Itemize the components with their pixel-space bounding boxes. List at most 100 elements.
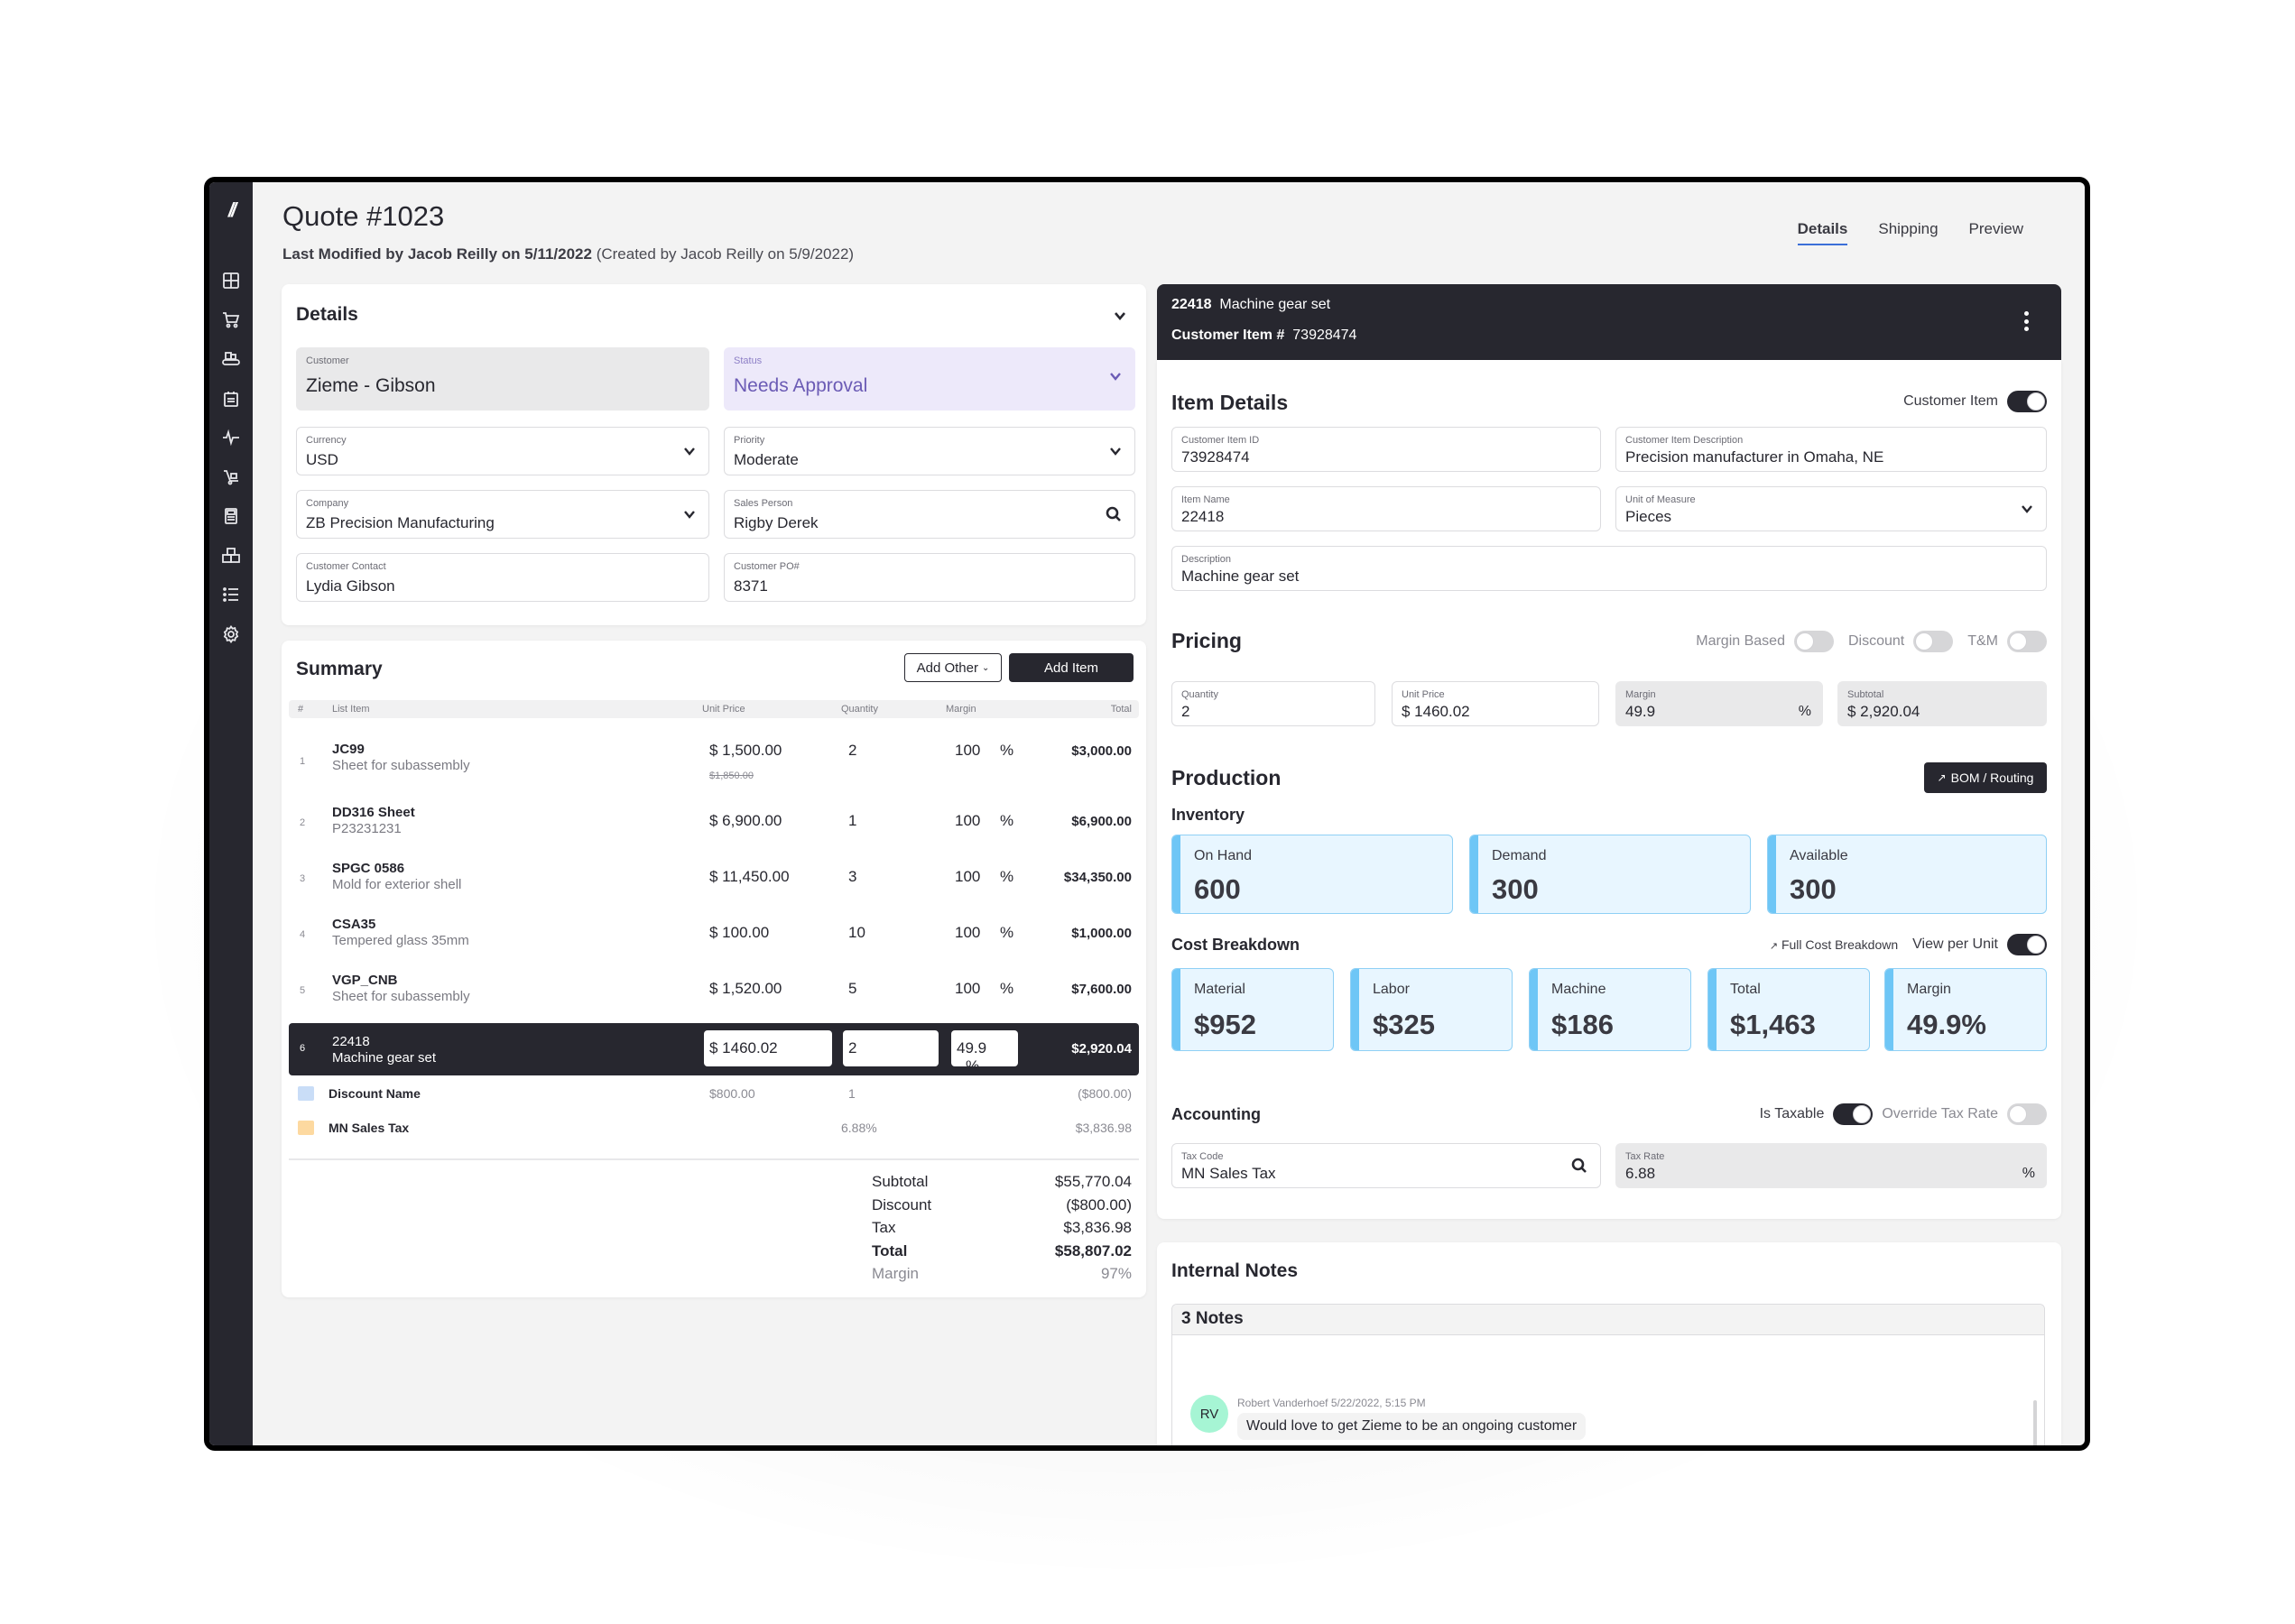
table-row[interactable]: 4 CSA35 Tempered glass 35mm $ 100.00 10 … xyxy=(289,915,1139,958)
row-margin-pct: % xyxy=(1000,980,1014,997)
company-select[interactable]: Company ZB Precision Manufacturing xyxy=(296,490,709,539)
row-unit-price: $ 100.00 xyxy=(709,924,770,941)
override-tax-toggle[interactable] xyxy=(2007,1103,2047,1125)
chevron-down-icon xyxy=(1109,370,1122,383)
margin-label: Margin xyxy=(872,1265,919,1282)
row-index: 3 xyxy=(300,873,306,884)
margin-total-row: Margin 97% xyxy=(872,1265,1132,1288)
currency-select[interactable]: Currency USD xyxy=(296,427,709,475)
priority-select[interactable]: Priority Moderate xyxy=(724,427,1135,475)
bom-routing-button[interactable]: ↗ BOM / Routing xyxy=(1924,762,2047,793)
tab-preview[interactable]: Preview xyxy=(1968,220,2023,237)
external-link-icon: ↗ xyxy=(1769,941,1779,952)
table-row[interactable]: 2 DD316 Sheet P23231231 $ 6,900.00 1 100… xyxy=(289,803,1139,846)
customer-item-id-value: 73928474 xyxy=(1181,448,1250,466)
tax-rate: 6.88% xyxy=(841,1121,877,1135)
row-unit-price-input[interactable]: $ 1460.02 xyxy=(704,1030,832,1066)
tm-toggle[interactable] xyxy=(2007,631,2047,652)
chevron-down-icon: ⌄ xyxy=(981,662,990,673)
calculator-icon[interactable] xyxy=(221,506,241,526)
customer-contact-field[interactable]: Customer Contact Lydia Gibson xyxy=(296,553,709,602)
view-per-unit-label: View per Unit xyxy=(1912,937,1998,952)
discount-toggle[interactable] xyxy=(1913,631,1954,652)
cart-icon[interactable] xyxy=(221,310,241,330)
customer-item-toggle[interactable] xyxy=(2007,391,2047,412)
is-taxable-toggle[interactable] xyxy=(1833,1103,1874,1125)
tab-details[interactable]: Details xyxy=(1797,220,1848,245)
accounting-toggles: Is Taxable Override Tax Rate xyxy=(1760,1103,2047,1125)
search-icon[interactable] xyxy=(1106,506,1122,522)
table-row-selected[interactable]: 6 22418 Machine gear set $ 1460.02 2 49.… xyxy=(289,1023,1139,1075)
app-logo[interactable]: // xyxy=(227,198,236,221)
calendar-icon[interactable] xyxy=(221,389,241,409)
unit-of-measure-select[interactable]: Unit of Measure Pieces xyxy=(1615,486,2047,531)
discount-qty: 1 xyxy=(848,1086,856,1101)
row-item-desc: P23231231 xyxy=(332,821,402,836)
stat-label: Margin xyxy=(1907,982,1951,997)
row-index: 1 xyxy=(300,756,306,767)
cost-breakdown-controls: ↗ Full Cost Breakdown View per Unit xyxy=(1770,934,2047,955)
margin-based-toggle[interactable] xyxy=(1793,631,1834,652)
table-row[interactable]: 3 SPGC 0586 Mold for exterior shell $ 11… xyxy=(289,859,1139,902)
main-content: Quote #1023 Last Modified by Jacob Reill… xyxy=(253,182,2085,1445)
search-icon[interactable] xyxy=(1571,1158,1587,1174)
stat-value: 600 xyxy=(1194,873,1241,905)
status-select[interactable]: Status Needs Approval xyxy=(724,347,1135,411)
row-quantity: 2 xyxy=(848,742,857,759)
customer-field[interactable]: Customer Zieme - Gibson xyxy=(296,347,709,411)
item-card: Item Details Customer Item Customer Item… xyxy=(1157,360,2061,1219)
cost-margin: Margin 49.9% xyxy=(1884,968,2047,1051)
row-index: 4 xyxy=(300,929,306,940)
customer-item-description-field[interactable]: Customer Item Description Precision manu… xyxy=(1615,427,2047,472)
row-margin: 100 xyxy=(955,742,981,759)
description-field[interactable]: Description Machine gear set xyxy=(1171,546,2047,591)
customer-po-field[interactable]: Customer PO# 8371 xyxy=(724,553,1135,602)
stat-label: Demand xyxy=(1492,848,1547,863)
tax-total: $3,836.98 xyxy=(1075,1121,1132,1135)
tm-toggle-label: T&M xyxy=(1967,633,1998,649)
row-original-price: $1,850.00 xyxy=(709,770,754,781)
row-margin: 100 xyxy=(955,812,981,829)
tax-row[interactable]: MN Sales Tax 6.88% $3,836.98 xyxy=(289,1119,1139,1139)
row-quantity-input[interactable]: 2 xyxy=(843,1030,939,1066)
more-options-icon[interactable] xyxy=(2023,311,2029,331)
tab-shipping[interactable]: Shipping xyxy=(1878,220,1939,237)
boxes-icon[interactable] xyxy=(221,546,241,566)
row-total: $1,000.00 xyxy=(1071,926,1132,941)
full-cost-breakdown-link[interactable]: ↗ Full Cost Breakdown xyxy=(1770,937,1898,952)
company-label: Company xyxy=(306,498,349,509)
internal-notes-card: Internal Notes 3 Notes RV Robert Vanderh… xyxy=(1157,1242,2061,1445)
list-icon[interactable] xyxy=(221,585,241,604)
unit-price-field[interactable]: Unit Price $ 1460.02 xyxy=(1392,681,1599,726)
customer-item-id-field[interactable]: Customer Item ID 73928474 xyxy=(1171,427,1601,472)
row-margin-pct: % xyxy=(1000,742,1014,759)
table-row[interactable]: 5 VGP_CNB Sheet for subassembly $ 1,520.… xyxy=(289,971,1139,1014)
add-item-button[interactable]: Add Item xyxy=(1009,653,1134,682)
add-other-button[interactable]: Add Other ⌄ xyxy=(904,653,1002,682)
row-item-name: VGP_CNB xyxy=(332,973,398,988)
tax-rate-suffix: % xyxy=(2022,1166,2035,1181)
col-idx: # xyxy=(298,704,304,715)
avatar: RV xyxy=(1190,1395,1228,1433)
notes-scrollbar[interactable] xyxy=(2033,1400,2037,1445)
collapse-chevron-icon[interactable] xyxy=(1114,309,1126,322)
item-name-field[interactable]: Item Name 22418 xyxy=(1171,486,1601,531)
margin-suffix: % xyxy=(1798,704,1811,719)
table-row[interactable]: 1 JC99 Sheet for subassembly $ 1,500.00 … xyxy=(289,738,1139,794)
pulse-icon[interactable] xyxy=(221,428,241,448)
hand-truck-icon[interactable] xyxy=(221,467,241,487)
stat-label: Labor xyxy=(1373,982,1410,997)
gear-icon[interactable] xyxy=(221,624,241,644)
view-per-unit-toggle[interactable] xyxy=(2007,934,2047,955)
grid-icon[interactable] xyxy=(221,271,241,291)
quantity-field[interactable]: Quantity 2 xyxy=(1171,681,1375,726)
row-item-desc: Sheet for subassembly xyxy=(332,758,470,773)
grand-total-row: Total $58,807.02 xyxy=(872,1242,1132,1266)
tax-code-field[interactable]: Tax Code MN Sales Tax xyxy=(1171,1143,1601,1188)
row-margin-input[interactable]: 49.9 % xyxy=(951,1030,1018,1075)
sales-person-field[interactable]: Sales Person Rigby Derek xyxy=(724,490,1135,539)
conveyor-icon[interactable] xyxy=(221,349,241,369)
customer-item-id-label: Customer Item ID xyxy=(1181,435,1260,446)
stat-value: 300 xyxy=(1492,873,1539,905)
discount-row[interactable]: Discount Name $800.00 1 ($800.00) xyxy=(289,1084,1139,1104)
